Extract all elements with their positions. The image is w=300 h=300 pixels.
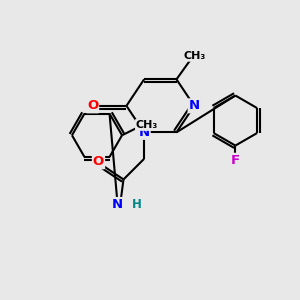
- Text: O: O: [93, 155, 104, 168]
- Text: N: N: [189, 99, 200, 112]
- Text: O: O: [87, 99, 98, 112]
- Text: N: N: [139, 126, 150, 139]
- Text: N: N: [112, 198, 123, 211]
- Text: CH₃: CH₃: [183, 51, 205, 61]
- Text: H: H: [132, 198, 142, 211]
- Text: CH₃: CH₃: [136, 120, 158, 130]
- Text: F: F: [231, 154, 240, 167]
